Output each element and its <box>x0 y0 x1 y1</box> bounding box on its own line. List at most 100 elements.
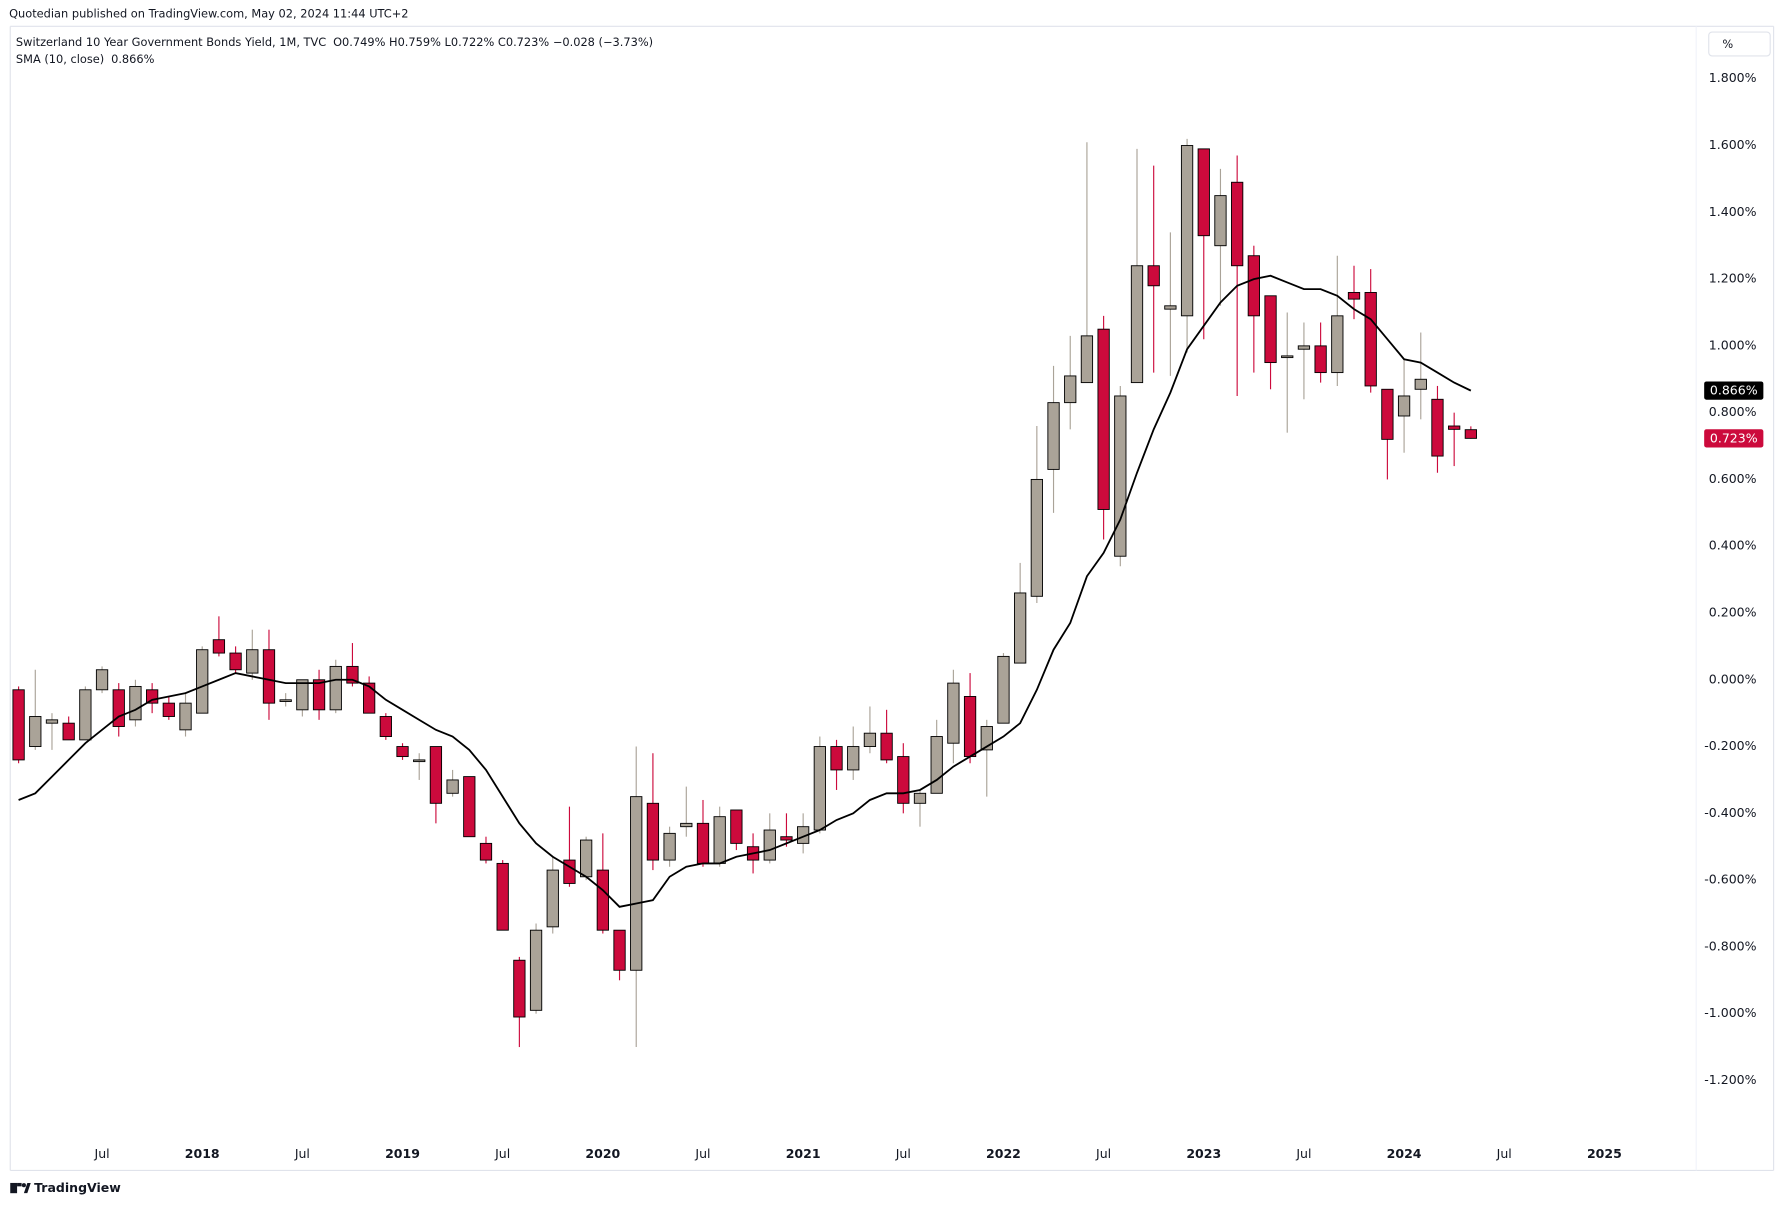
candle-body <box>112 689 125 727</box>
candle-body <box>980 726 993 751</box>
logo-mark <box>21 1183 26 1188</box>
candle-body <box>396 746 409 758</box>
candle-body <box>646 802 660 861</box>
candle-body <box>1247 255 1260 317</box>
candle-body <box>763 829 776 861</box>
chart-title: Switzerland 10 Year Government Bonds Yie… <box>16 35 326 49</box>
y-tick-label: 1.000% <box>1709 337 1757 352</box>
candle-body <box>513 959 526 1018</box>
candle-body <box>29 716 42 748</box>
y-tick-label: -1.000% <box>1704 1005 1756 1020</box>
y-tick-label: 0.600% <box>1709 471 1757 486</box>
candle-body <box>496 862 509 931</box>
candle-body <box>129 685 142 721</box>
x-tick-label: 2020 <box>585 1146 620 1161</box>
candle-body <box>963 696 977 758</box>
candle-body <box>45 719 59 724</box>
candle-body <box>379 716 392 737</box>
candle-body <box>1080 335 1094 384</box>
candle-body <box>146 689 159 704</box>
candle-body <box>863 732 877 748</box>
y-tick-label: 1.200% <box>1709 271 1757 286</box>
candle-body <box>546 869 559 928</box>
y-tick-label: 1.800% <box>1709 70 1757 85</box>
candle-body <box>680 822 693 828</box>
candle-body <box>830 746 843 771</box>
candle-body <box>1164 305 1177 310</box>
logo: TradingView <box>10 1180 121 1195</box>
candle-body <box>1431 398 1444 457</box>
candle-body <box>162 702 175 717</box>
y-tick-label: -0.600% <box>1704 872 1756 887</box>
sma-legend: SMA (10, close) <box>16 52 104 66</box>
y-tick-label: -0.800% <box>1704 938 1756 953</box>
unit-button[interactable] <box>1708 31 1771 57</box>
candle-body <box>580 839 593 878</box>
candle-body <box>279 699 292 702</box>
candle-body <box>713 816 726 864</box>
candle-body <box>780 836 793 841</box>
candle-body <box>329 665 342 711</box>
candle-body <box>663 832 676 861</box>
candle-body <box>1448 425 1461 430</box>
candles <box>12 138 1477 1048</box>
logo-text: TradingView <box>34 1180 121 1195</box>
candle-body <box>262 649 276 704</box>
candle-body <box>212 639 226 654</box>
x-tick-label: 2018 <box>185 1146 220 1161</box>
candle-body <box>897 756 910 804</box>
candle-body <box>346 665 359 684</box>
candle-body <box>62 722 75 741</box>
x-tick-label: 2025 <box>1587 1146 1622 1161</box>
candle-body <box>1297 345 1311 350</box>
candle-body <box>563 859 576 884</box>
candle-body <box>630 796 643 971</box>
x-tick-label: Jul <box>1496 1146 1512 1161</box>
candle-body <box>696 822 710 864</box>
candle-body <box>1047 402 1060 470</box>
x-tick-label: 2021 <box>786 1146 821 1161</box>
candle-body <box>463 776 476 838</box>
price-tag <box>1704 429 1764 448</box>
ohlc-legend: O0.749% H0.759% L0.722% C0.723% −0.028 (… <box>333 35 653 49</box>
candle-body <box>413 759 426 763</box>
candle-body <box>229 652 242 671</box>
candle-body <box>1114 395 1127 557</box>
candle-body <box>1364 291 1377 387</box>
candle-body <box>847 746 860 771</box>
published-note: Quotedian published on TradingView.com, … <box>9 6 408 20</box>
candle-body <box>429 746 443 804</box>
y-tick-label: 0.400% <box>1709 538 1757 553</box>
candle-body <box>880 732 893 761</box>
candle-body <box>1397 395 1411 417</box>
y-tick-label: -0.400% <box>1704 805 1756 820</box>
x-tick-label: 2023 <box>1186 1146 1221 1161</box>
candle-body <box>1147 265 1160 287</box>
x-tick-label: Jul <box>1095 1146 1111 1161</box>
candle-body <box>1464 429 1477 439</box>
candle-body <box>1014 592 1027 664</box>
candle-body <box>95 669 109 691</box>
candle-body <box>1231 181 1244 267</box>
candle-body <box>296 679 309 711</box>
sma-line <box>18 274 1472 908</box>
x-tick-label: 2019 <box>385 1146 420 1161</box>
y-tick-label: -0.200% <box>1704 738 1756 753</box>
candle-body <box>930 736 943 794</box>
unit-button-label[interactable]: % <box>1722 37 1733 51</box>
candle-body <box>1381 388 1394 440</box>
y-tick-label: 1.600% <box>1709 137 1757 152</box>
logo-mark <box>23 1182 31 1194</box>
x-tick-label: Jul <box>694 1146 710 1161</box>
x-tick-label: 2024 <box>1387 1146 1422 1161</box>
logo-mark <box>10 1182 18 1194</box>
x-tick-label: Jul <box>494 1146 510 1161</box>
price-tag-label: 0.866% <box>1710 383 1758 398</box>
candle-body <box>1281 355 1294 359</box>
candle-body <box>312 679 326 711</box>
sma-legend-value: 0.866% <box>111 52 155 66</box>
x-tick-label: Jul <box>94 1146 110 1161</box>
candle-body <box>997 655 1010 724</box>
candle-body <box>446 779 459 794</box>
